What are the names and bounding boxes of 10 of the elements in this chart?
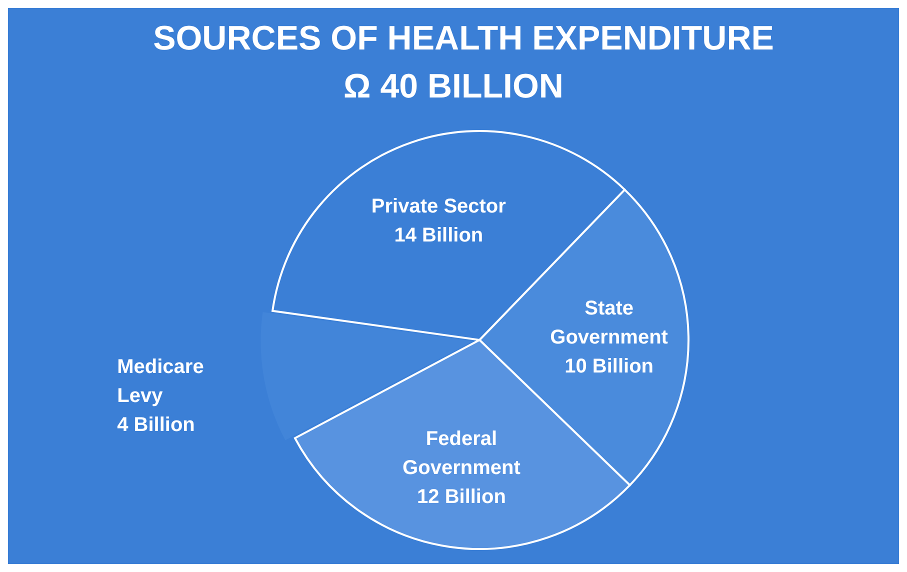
data-label: 14 Billion [394,224,484,246]
slice-label: Private Sector [371,195,506,218]
slice-label: State Government [550,297,668,348]
data-label: 12 Billion [417,486,506,508]
chart-title: SOURCES OF HEALTH EXPENDITURE [153,19,774,58]
data-label: 10 Billion [564,355,654,378]
slice-label: Medicare Levy [117,356,204,407]
slice-label: Federal Government [402,428,521,479]
chart-subtitle: Ω 40 BILLION [344,67,564,106]
data-label: 4 Billion [117,414,195,436]
